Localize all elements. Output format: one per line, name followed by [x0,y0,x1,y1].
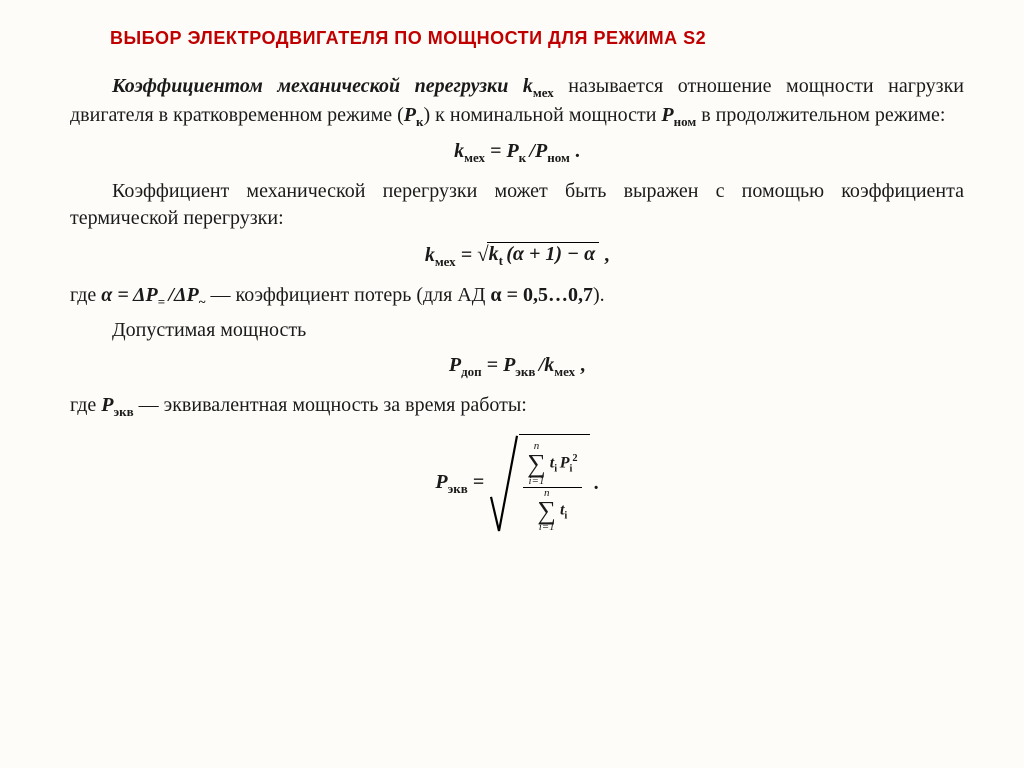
paragraph-2: Коэффициент механической перегрузки може… [70,178,964,232]
paragraph-4: Допустимая мощность [70,317,964,344]
sum-icon: n ∑ i=1 [527,441,546,486]
paragraph-1: Коэффициентом механической перегрузки kм… [70,73,964,130]
symbol-kmex: kмех [523,75,554,97]
formula-4: Pэкв = n ∑ i=1 ti Pi2 [70,434,964,533]
alpha-range: α = 0,5…0,7 [490,284,593,306]
sum-icon: n ∑ i=1 [537,488,556,533]
text: в продолжительном режиме: [696,104,945,126]
fraction: n ∑ i=1 ti Pi2 n ∑ i=1 ti [523,441,581,533]
symbol-pk: Pк [404,104,424,126]
formula-1: kмех = Pк /Pном . [70,140,964,166]
term-kmex-label: Коэффициентом механической перегрузки [112,75,523,97]
formula-2: kмех = √kt (α + 1) − α , [70,242,964,270]
text: ) к номинальной мощности [424,104,662,126]
paragraph-5: где Pэкв — эквивалентная мощность за вре… [70,392,964,421]
formula-3: Pдоп = Pэкв /kмех , [70,354,964,380]
paragraph-3: где α = ΔP= /ΔP~ — коэффициент потерь (д… [70,282,964,311]
big-sqrt-icon: n ∑ i=1 ti Pi2 n ∑ i=1 ti [489,434,589,533]
symbol-pekv: Pэкв [101,394,133,416]
symbol-pnom: Pном [661,104,696,126]
symbol-alpha-def: α = ΔP= /ΔP~ [101,284,205,306]
sqrt-icon: √kt (α + 1) − α [477,242,599,269]
document-page: ВЫБОР ЭЛЕКТРОДВИГАТЕЛЯ ПО МОЩНОСТИ ДЛЯ Р… [0,0,1024,553]
page-title: ВЫБОР ЭЛЕКТРОДВИГАТЕЛЯ ПО МОЩНОСТИ ДЛЯ Р… [110,28,964,49]
